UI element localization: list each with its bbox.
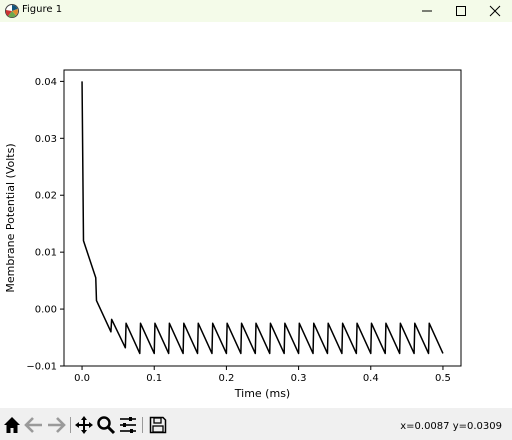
pan-icon <box>75 416 93 434</box>
configure-subplots-button[interactable] <box>118 415 138 435</box>
x-tick-label: 0.3 <box>291 373 307 384</box>
y-tick-label: −0.01 <box>26 362 57 373</box>
navigation-toolbar: x=0.0087 y=0.0309 <box>0 408 512 440</box>
y-axis-ticks: −0.01 0.00 0.01 0.02 0.03 0.04 <box>26 77 64 373</box>
x-axis-ticks: 0.0 0.1 0.2 0.3 0.4 0.5 <box>74 366 451 384</box>
home-button[interactable] <box>2 415 22 435</box>
x-tick-label: 0.4 <box>363 373 379 384</box>
y-tick-label: 0.00 <box>35 305 57 316</box>
line-chart: 0.0 0.1 0.2 0.3 0.4 0.5 −0.01 0.00 0.01 0.02 0.03… <box>4 69 462 400</box>
x-tick-label: 0.1 <box>146 373 162 384</box>
y-axis-label: Membrane Potential (Volts) <box>4 143 17 292</box>
forward-arrow-icon <box>48 417 66 433</box>
window-titlebar: Figure 1 <box>0 0 512 22</box>
toolbar-separator <box>70 417 71 433</box>
y-tick-label: 0.02 <box>35 191 57 202</box>
configure-subplots-icon <box>120 417 136 433</box>
y-tick-label: 0.01 <box>35 248 57 259</box>
axes-frame <box>63 69 462 367</box>
x-tick-label: 0.0 <box>74 373 90 384</box>
plot-content <box>81 81 444 355</box>
maximize-button[interactable] <box>444 0 478 22</box>
cursor-coordinates: x=0.0087 y=0.0309 <box>400 421 502 432</box>
close-button[interactable] <box>478 0 512 22</box>
x-axis-label: Time (ms) <box>234 387 290 400</box>
maximize-icon <box>456 6 466 16</box>
x-tick-label: 0.2 <box>218 373 234 384</box>
save-icon <box>149 416 167 434</box>
matplotlib-icon <box>5 4 19 18</box>
forward-button[interactable] <box>46 415 66 435</box>
x-tick-label: 0.5 <box>435 373 451 384</box>
figure-canvas[interactable]: 0.0 0.1 0.2 0.3 0.4 0.5 −0.01 0.00 0.01 0.02 0.03… <box>0 22 512 408</box>
window-title: Figure 1 <box>22 4 63 15</box>
series-line <box>81 81 444 355</box>
y-tick-label: 0.04 <box>35 77 57 88</box>
minimize-button[interactable] <box>410 0 444 22</box>
close-icon <box>489 5 501 17</box>
home-icon <box>4 417 20 433</box>
back-button[interactable] <box>24 415 44 435</box>
zoom-icon <box>97 416 116 435</box>
minimize-icon <box>422 10 432 12</box>
y-tick-label: 0.03 <box>35 134 57 145</box>
save-button[interactable] <box>148 415 168 435</box>
back-arrow-icon <box>24 417 42 433</box>
pan-button[interactable] <box>74 415 94 435</box>
toolbar-separator <box>142 417 143 433</box>
zoom-button[interactable] <box>96 415 116 435</box>
